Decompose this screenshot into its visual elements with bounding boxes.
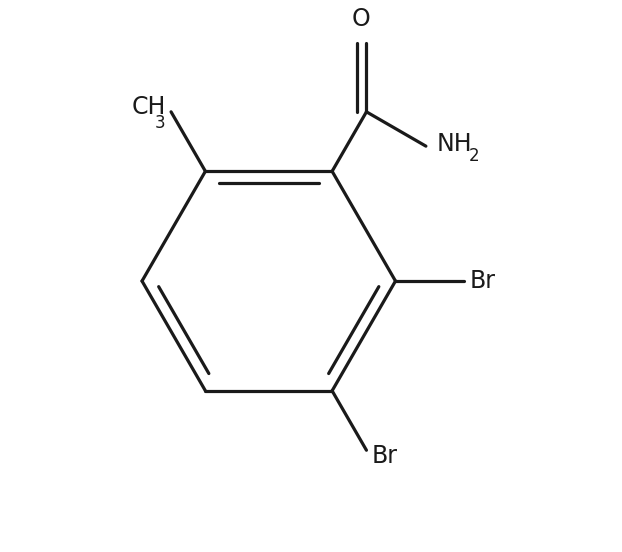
Text: 2: 2	[469, 147, 480, 164]
Text: Br: Br	[470, 269, 495, 293]
Text: Br: Br	[372, 443, 397, 468]
Text: 3: 3	[155, 114, 166, 132]
Text: CH: CH	[131, 94, 166, 119]
Text: O: O	[352, 7, 371, 31]
Text: NH: NH	[437, 131, 472, 156]
